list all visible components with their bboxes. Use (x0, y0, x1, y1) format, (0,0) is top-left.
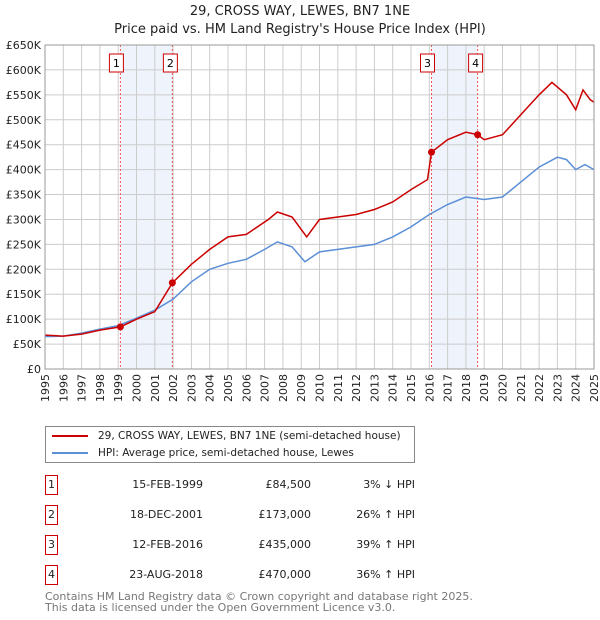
sale-hpi: 36% ↑ HPI (356, 568, 415, 581)
x-tick-label: 2009 (295, 374, 308, 402)
x-tick-label: 1997 (76, 374, 89, 402)
sale-price: £470,000 (258, 568, 312, 581)
sale-marker-box (419, 53, 435, 73)
footer-line2: This data is licensed under the Open Gov… (45, 601, 396, 614)
y-tick-label: £100K (6, 313, 42, 326)
sale-price: £173,000 (258, 508, 312, 521)
sale-point (116, 323, 124, 331)
sale-date: 23-AUG-2018 (129, 568, 203, 581)
legend-blue-line (52, 452, 88, 454)
sale-row: 1 15-FEB-1999 £84,500 3% ↓ HPI (45, 475, 445, 497)
x-tick-label: 2014 (387, 374, 400, 402)
sale-point (427, 148, 435, 156)
price-chart: 1995 1996 1997 1998 1999 2000 2001 2002 2003 2004… (6, 39, 600, 402)
sale-row: 2 18-DEC-2001 £173,000 26% ↑ HPI (45, 505, 445, 527)
y-tick-label: £50K (13, 338, 42, 351)
x-tick-label: 1998 (94, 374, 107, 402)
y-tick-label: £0 (27, 363, 41, 376)
y-tick-label: £250K (6, 238, 42, 251)
shaded-span (431, 45, 478, 369)
sale-marker-label: 4 (472, 57, 479, 70)
x-tick-label: 2000 (131, 374, 144, 402)
y-tick-label: £150K (6, 288, 42, 301)
sale-marker-box (108, 53, 124, 73)
price-paid-line (44, 81, 595, 337)
sale-hpi: 39% ↑ HPI (356, 538, 415, 551)
chart-subtitle: Price paid vs. HM Land Registry's House … (114, 22, 486, 37)
x-tick-label: 1995 (39, 374, 52, 402)
sale-hpi: 26% ↑ HPI (356, 508, 415, 521)
y-tick-label: £350K (6, 189, 42, 202)
legend-red-line (52, 435, 88, 437)
x-tick-label: 2015 (405, 374, 418, 402)
y-tick-label: £400K (6, 164, 42, 177)
sale-marker-label: 1 (113, 57, 120, 70)
y-tick-label: £300K (6, 213, 42, 226)
x-tick-label: 2021 (515, 374, 528, 402)
x-tick-label: 2023 (551, 374, 564, 402)
y-tick-label: £550K (6, 89, 42, 102)
x-tick-label: 2017 (442, 374, 455, 402)
x-tick-label: 2025 (588, 374, 600, 402)
x-tick-label: 2006 (240, 374, 253, 402)
sale-marker-label: 2 (167, 57, 174, 70)
sale-price: £435,000 (258, 538, 312, 551)
sale-hpi: 3% ↓ HPI (363, 478, 415, 491)
x-tick-label: 2018 (460, 374, 473, 402)
y-tick-label: £500K (6, 114, 42, 127)
sale-point (168, 279, 176, 287)
x-tick-label: 1999 (112, 374, 125, 402)
sale-badge: 3 (45, 535, 58, 555)
sale-row: 3 12-FEB-2016 £435,000 39% ↑ HPI (45, 535, 445, 557)
sale-price: £84,500 (265, 478, 312, 491)
hpi-line (44, 156, 595, 338)
sale-marker-label: 3 (424, 57, 431, 70)
legend: 29, CROSS WAY, LEWES, BN7 1NE (semi-deta… (45, 426, 415, 463)
sale-date: 18-DEC-2001 (129, 508, 203, 521)
sale-marker-box (468, 53, 484, 73)
x-tick-label: 2010 (314, 374, 327, 402)
x-tick-label: 2003 (185, 374, 198, 402)
sale-date: 15-FEB-1999 (132, 478, 203, 491)
x-tick-label: 2012 (350, 374, 363, 402)
x-tick-label: 2007 (259, 374, 272, 402)
y-tick-label: £200K (6, 263, 42, 276)
plot-border (44, 44, 595, 370)
x-tick-label: 2022 (533, 374, 546, 402)
x-tick-label: 2005 (222, 374, 235, 402)
legend-blue-label: HPI: Average price, semi-detached house,… (98, 447, 354, 459)
x-tick-label: 2013 (368, 374, 381, 402)
x-tick-label: 2024 (570, 374, 583, 402)
footer-line1: Contains HM Land Registry data © Crown c… (45, 590, 473, 603)
shaded-span (120, 45, 173, 369)
sale-row: 4 23-AUG-2018 £470,000 36% ↑ HPI (45, 565, 445, 587)
x-tick-label: 2016 (423, 374, 436, 402)
y-tick-label: £450K (6, 139, 42, 152)
sale-date: 12-FEB-2016 (132, 538, 203, 551)
x-tick-label: 2002 (167, 374, 180, 402)
chart-title: 29, CROSS WAY, LEWES, BN7 1NE (189, 4, 411, 19)
y-tick-label: £650K (6, 39, 42, 52)
sale-badge: 4 (45, 565, 58, 585)
x-tick-label: 2011 (332, 374, 345, 402)
x-tick-label: 2020 (497, 374, 510, 402)
footer: Contains HM Land Registry data © Crown c… (45, 591, 473, 613)
x-tick-label: 2008 (277, 374, 290, 402)
y-tick-label: £600K (6, 64, 42, 77)
x-tick-label: 2019 (478, 374, 491, 402)
sale-badge: 2 (45, 505, 58, 525)
sale-point (474, 131, 482, 139)
sale-badge: 1 (45, 475, 58, 495)
x-tick-label: 2001 (149, 374, 162, 402)
sale-marker-box (162, 53, 178, 73)
x-tick-label: 1996 (57, 374, 70, 402)
legend-red-label: 29, CROSS WAY, LEWES, BN7 1NE (semi-deta… (98, 430, 401, 442)
x-tick-label: 2004 (204, 374, 217, 402)
